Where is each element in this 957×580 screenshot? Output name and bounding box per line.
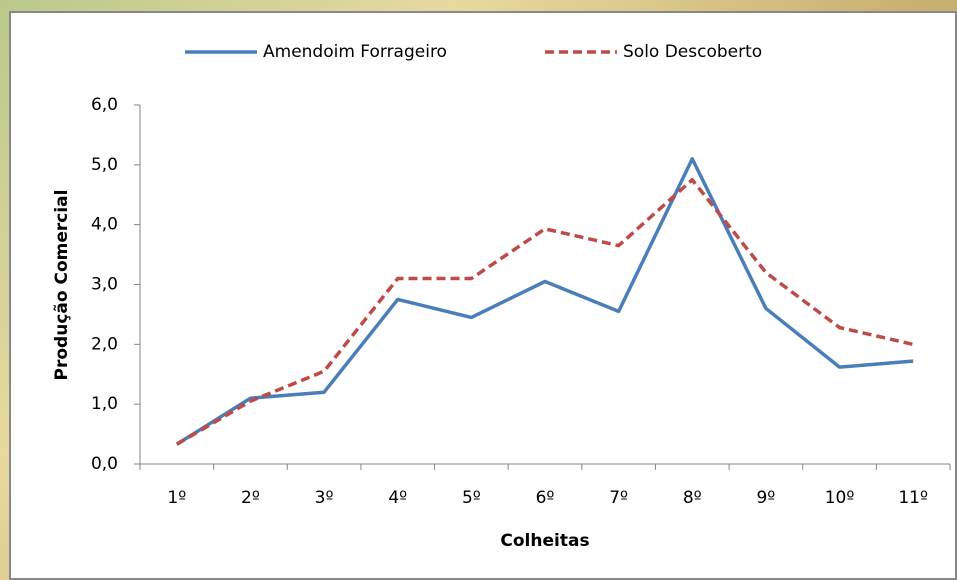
y-tick-label: 6,0 [91,95,118,115]
x-tick-label: 9º [756,488,775,508]
x-tick-label: 2º [241,488,260,508]
x-tick-label: 6º [536,488,555,508]
x-tick-label: 10º [825,488,855,508]
legend-label: Amendoim Forrageiro [263,42,447,62]
y-tick-label: 3,0 [91,275,118,295]
y-tick-label: 1,0 [91,394,118,414]
x-tick-label: 5º [462,488,481,508]
x-axis-title: Colheitas [500,531,589,551]
x-tick-label: 1º [167,488,186,508]
x-tick-label: 8º [683,488,702,508]
page: Colheitas Produção Comercial 0,0 1,0 2,0 3,… [0,0,957,580]
y-tick-label: 5,0 [91,155,118,175]
chart: Colheitas Produção Comercial 0,0 1,0 2,0 3,… [0,0,957,580]
y-tick-label: 0,0 [91,454,118,474]
y-tick-label: 2,0 [91,334,118,354]
x-tick-label: 11º [898,488,928,508]
chart-panel [10,12,956,579]
y-axis-title: Produção Comercial [52,190,72,381]
x-tick-label: 7º [609,488,628,508]
y-tick-label: 4,0 [91,215,118,235]
x-tick-label: 4º [388,488,407,508]
x-tick-label: 3º [315,488,334,508]
legend-label: Solo Descoberto [623,42,762,62]
